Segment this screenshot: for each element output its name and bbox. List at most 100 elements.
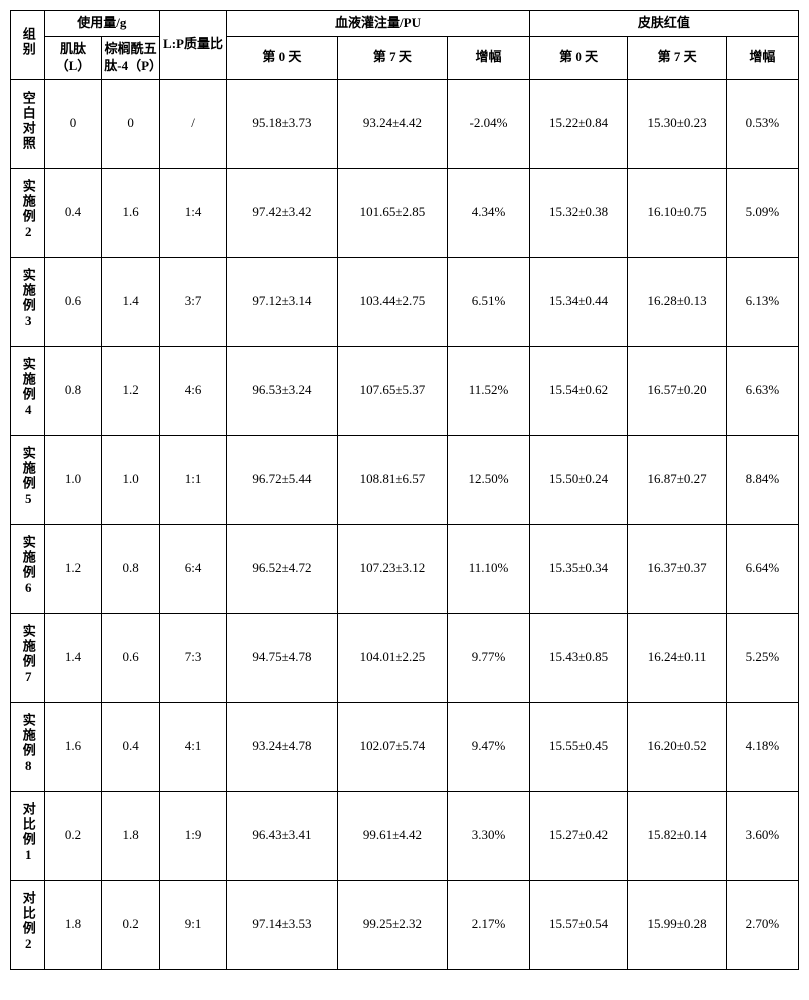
cell-L: 1.0 — [44, 435, 102, 524]
table-row: 实施例51.01.01:196.72±5.44108.81±6.5712.50%… — [11, 435, 799, 524]
cell-b0: 95.18±3.73 — [227, 79, 338, 168]
cell-sinc: 0.53% — [726, 79, 798, 168]
cell-LP: 9:1 — [159, 880, 226, 969]
cell-L: 0.2 — [44, 791, 102, 880]
cell-s0: 15.50±0.24 — [529, 435, 627, 524]
cell-b0: 96.72±5.44 — [227, 435, 338, 524]
cell-sinc: 6.13% — [726, 257, 798, 346]
cell-b0: 97.14±3.53 — [227, 880, 338, 969]
cell-binc: 9.77% — [448, 613, 530, 702]
cell-b0: 96.53±3.24 — [227, 346, 338, 435]
col-lp: L:P质量比 — [159, 11, 226, 80]
cell-sinc: 6.64% — [726, 524, 798, 613]
col-P: 棕榈酰五肽-4（P） — [102, 36, 160, 79]
col-skin-day0: 第 0 天 — [529, 36, 627, 79]
cell-LP: 6:4 — [159, 524, 226, 613]
cell-s0: 15.34±0.44 — [529, 257, 627, 346]
cell-s0: 15.22±0.84 — [529, 79, 627, 168]
cell-b7: 101.65±2.85 — [337, 168, 448, 257]
cell-s7: 15.82±0.14 — [628, 791, 726, 880]
cell-P: 1.4 — [102, 257, 160, 346]
cell-group: 实施例8 — [11, 702, 45, 791]
col-blood-day0: 第 0 天 — [227, 36, 338, 79]
cell-group: 实施例6 — [11, 524, 45, 613]
col-skin-inc: 增幅 — [726, 36, 798, 79]
cell-binc: 12.50% — [448, 435, 530, 524]
cell-binc: 3.30% — [448, 791, 530, 880]
cell-sinc: 4.18% — [726, 702, 798, 791]
cell-b7: 99.61±4.42 — [337, 791, 448, 880]
cell-s0: 15.35±0.34 — [529, 524, 627, 613]
cell-P: 1.6 — [102, 168, 160, 257]
table-row: 实施例40.81.24:696.53±3.24107.65±5.3711.52%… — [11, 346, 799, 435]
cell-LP: 1:4 — [159, 168, 226, 257]
cell-s0: 15.27±0.42 — [529, 791, 627, 880]
cell-s0: 15.32±0.38 — [529, 168, 627, 257]
col-skin-day7: 第 7 天 — [628, 36, 726, 79]
cell-b0: 94.75±4.78 — [227, 613, 338, 702]
cell-s0: 15.57±0.54 — [529, 880, 627, 969]
col-skin-group: 皮肤红值 — [529, 11, 798, 37]
cell-b0: 97.12±3.14 — [227, 257, 338, 346]
cell-group: 实施例4 — [11, 346, 45, 435]
cell-sinc: 2.70% — [726, 880, 798, 969]
cell-L: 0.6 — [44, 257, 102, 346]
cell-LP: 1:9 — [159, 791, 226, 880]
cell-b7: 107.23±3.12 — [337, 524, 448, 613]
table-row: 实施例81.60.44:193.24±4.78102.07±5.749.47%1… — [11, 702, 799, 791]
cell-s7: 16.24±0.11 — [628, 613, 726, 702]
cell-L: 0 — [44, 79, 102, 168]
cell-s0: 15.55±0.45 — [529, 702, 627, 791]
cell-LP: 3:7 — [159, 257, 226, 346]
cell-b7: 107.65±5.37 — [337, 346, 448, 435]
cell-s7: 16.28±0.13 — [628, 257, 726, 346]
cell-P: 0.6 — [102, 613, 160, 702]
cell-b7: 104.01±2.25 — [337, 613, 448, 702]
data-table: 组别 使用量/g L:P质量比 血液灌注量/PU 皮肤红值 肌肽（L） 棕榈酰五… — [10, 10, 799, 970]
cell-L: 0.4 — [44, 168, 102, 257]
cell-L: 0.8 — [44, 346, 102, 435]
cell-b7: 102.07±5.74 — [337, 702, 448, 791]
cell-b7: 99.25±2.32 — [337, 880, 448, 969]
cell-b7: 93.24±4.42 — [337, 79, 448, 168]
cell-s0: 15.54±0.62 — [529, 346, 627, 435]
cell-P: 0.8 — [102, 524, 160, 613]
cell-b7: 103.44±2.75 — [337, 257, 448, 346]
cell-binc: 9.47% — [448, 702, 530, 791]
table-row: 空白对照00/95.18±3.7393.24±4.42-2.04%15.22±0… — [11, 79, 799, 168]
table-header: 组别 使用量/g L:P质量比 血液灌注量/PU 皮肤红值 肌肽（L） 棕榈酰五… — [11, 11, 799, 80]
cell-binc: 2.17% — [448, 880, 530, 969]
cell-b7: 108.81±6.57 — [337, 435, 448, 524]
col-blood-group: 血液灌注量/PU — [227, 11, 530, 37]
cell-binc: 11.52% — [448, 346, 530, 435]
cell-binc: 6.51% — [448, 257, 530, 346]
cell-P: 1.8 — [102, 791, 160, 880]
cell-b0: 93.24±4.78 — [227, 702, 338, 791]
cell-LP: 4:6 — [159, 346, 226, 435]
col-group: 组别 — [11, 11, 45, 80]
table-row: 实施例61.20.86:496.52±4.72107.23±3.1211.10%… — [11, 524, 799, 613]
cell-L: 1.8 — [44, 880, 102, 969]
cell-b0: 96.43±3.41 — [227, 791, 338, 880]
cell-s7: 16.87±0.27 — [628, 435, 726, 524]
cell-sinc: 5.25% — [726, 613, 798, 702]
cell-group: 实施例3 — [11, 257, 45, 346]
cell-group: 对比例1 — [11, 791, 45, 880]
cell-P: 0 — [102, 79, 160, 168]
cell-s7: 16.37±0.37 — [628, 524, 726, 613]
cell-LP: / — [159, 79, 226, 168]
col-blood-day7: 第 7 天 — [337, 36, 448, 79]
cell-binc: 4.34% — [448, 168, 530, 257]
cell-L: 1.6 — [44, 702, 102, 791]
cell-b0: 96.52±4.72 — [227, 524, 338, 613]
cell-sinc: 5.09% — [726, 168, 798, 257]
cell-binc: -2.04% — [448, 79, 530, 168]
cell-LP: 1:1 — [159, 435, 226, 524]
cell-L: 1.4 — [44, 613, 102, 702]
cell-s7: 15.99±0.28 — [628, 880, 726, 969]
cell-LP: 4:1 — [159, 702, 226, 791]
table-row: 实施例30.61.43:797.12±3.14103.44±2.756.51%1… — [11, 257, 799, 346]
cell-sinc: 8.84% — [726, 435, 798, 524]
cell-s7: 15.30±0.23 — [628, 79, 726, 168]
col-L: 肌肽（L） — [44, 36, 102, 79]
